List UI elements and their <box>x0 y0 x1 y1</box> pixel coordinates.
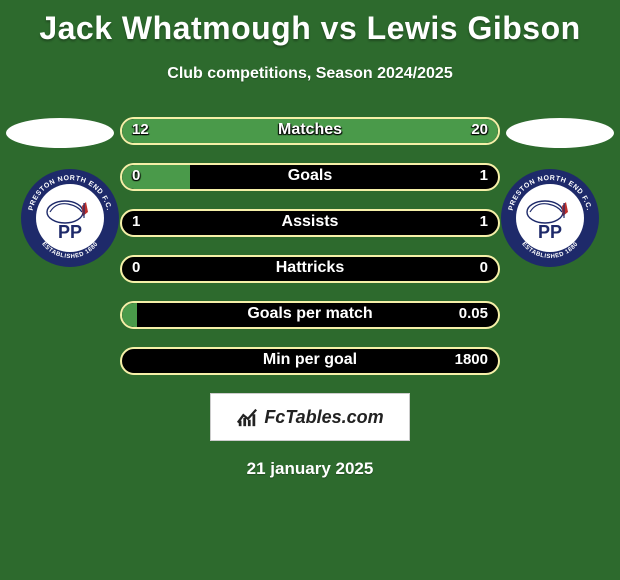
svg-text:PP: PP <box>538 222 562 242</box>
player-photo-placeholder-left <box>6 118 114 148</box>
stat-bars: 12Matches200Goals11Assists10Hattricks0Go… <box>120 103 500 375</box>
chart-icon <box>236 406 258 428</box>
page-date: 21 january 2025 <box>0 459 620 479</box>
club-crest-right: PRESTON NORTH END F.C. ESTABLISHED 1880 … <box>500 168 600 268</box>
page-subtitle: Club competitions, Season 2024/2025 <box>0 65 620 83</box>
page-title: Jack Whatmough vs Lewis Gibson <box>0 0 620 47</box>
stat-value-right: 1 <box>480 167 488 184</box>
stat-value-right: 1 <box>480 213 488 230</box>
stat-row: 12Matches20 <box>120 117 500 145</box>
club-crest-left: PRESTON NORTH END F.C. ESTABLISHED 1880 … <box>20 168 120 268</box>
stat-value-right: 0 <box>480 259 488 276</box>
comparison-stage: PRESTON NORTH END F.C. ESTABLISHED 1880 … <box>0 103 620 375</box>
stat-row: Min per goal1800 <box>120 347 500 375</box>
svg-text:PP: PP <box>58 222 82 242</box>
stat-label: Goals per match <box>122 305 498 323</box>
branding-text: FcTables.com <box>264 407 383 428</box>
stat-label: Min per goal <box>122 351 498 369</box>
stat-row: 0Goals1 <box>120 163 500 191</box>
stat-value-right: 20 <box>471 121 488 138</box>
stat-row: 0Hattricks0 <box>120 255 500 283</box>
stat-value-right: 0.05 <box>459 305 488 322</box>
stat-row: 1Assists1 <box>120 209 500 237</box>
stat-value-right: 1800 <box>455 351 488 368</box>
stat-label: Goals <box>122 167 498 185</box>
crest-icon: PRESTON NORTH END F.C. ESTABLISHED 1880 … <box>20 168 120 268</box>
stat-label: Matches <box>122 121 498 139</box>
branding-badge: FcTables.com <box>210 393 410 441</box>
player-photo-placeholder-right <box>506 118 614 148</box>
crest-icon: PRESTON NORTH END F.C. ESTABLISHED 1880 … <box>500 168 600 268</box>
stat-label: Assists <box>122 213 498 231</box>
stat-row: Goals per match0.05 <box>120 301 500 329</box>
stat-label: Hattricks <box>122 259 498 277</box>
